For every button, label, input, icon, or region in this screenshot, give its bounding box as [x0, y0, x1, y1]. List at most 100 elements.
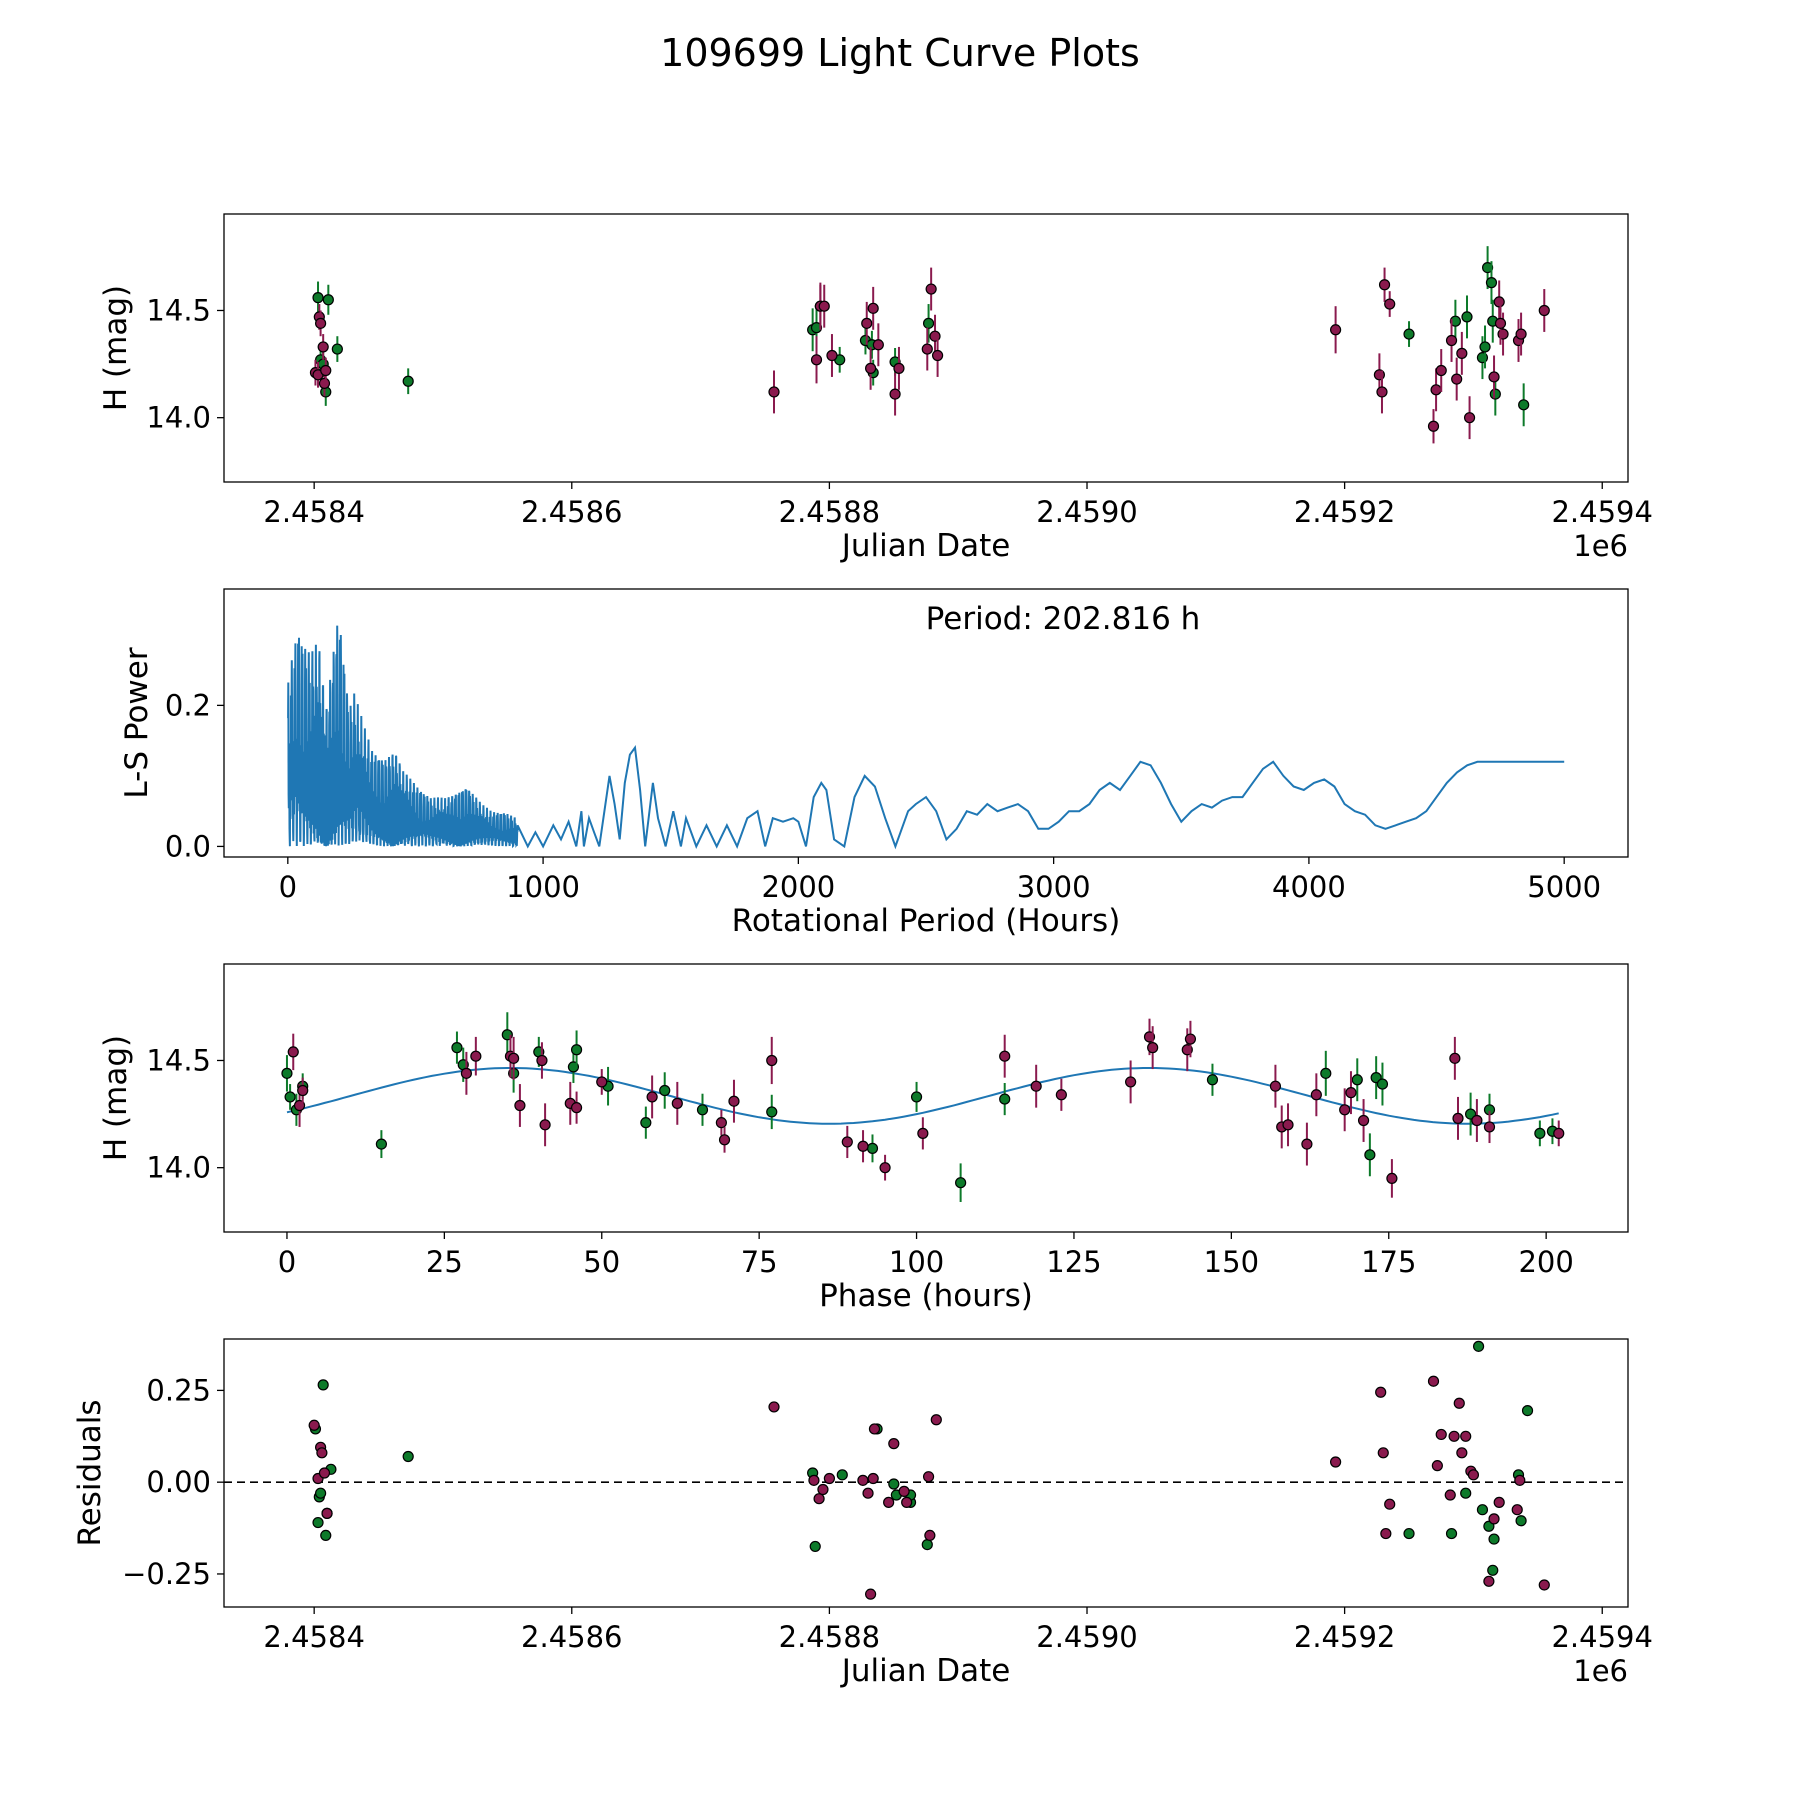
purple-point	[1030, 1080, 1042, 1092]
phase-fold-xlabel: Phase (hours)	[819, 1278, 1033, 1314]
green-point	[1472, 1340, 1485, 1352]
purple-point	[671, 1097, 683, 1109]
purple-point	[1494, 317, 1507, 329]
purple-point	[514, 1099, 526, 1112]
purple-point	[287, 1046, 299, 1058]
purple-point	[1301, 1138, 1313, 1150]
purple-point	[879, 1162, 891, 1174]
purple-point	[930, 1414, 942, 1426]
green-point	[1479, 341, 1491, 353]
purple-point	[925, 283, 937, 295]
purple-point	[999, 1050, 1011, 1062]
green-point	[1487, 1564, 1499, 1576]
purple-point	[1456, 347, 1468, 359]
purple-point	[865, 1588, 877, 1600]
x-tick-label: 2.4590	[1036, 1620, 1137, 1654]
purple-point	[1384, 298, 1396, 310]
light-curve-ticks: 2.4584 2.4586 2.4588 2.4590 2.4592 2.4594 14.0…	[146, 293, 1653, 529]
x-tick-label: 2.4594	[1551, 495, 1652, 529]
purple-point	[1493, 1496, 1505, 1508]
green-point	[284, 1091, 296, 1103]
purple-point	[508, 1052, 520, 1064]
green-point	[1518, 399, 1530, 411]
purple-point	[1467, 1469, 1480, 1481]
phase-fold-panel: 0 25 50 75 100 125 150 175 200 14.0 14.5 Phase (ho…	[98, 963, 1629, 1314]
purple-point	[315, 317, 327, 329]
phase-fold-ticks: 0 25 50 75 100 125 150 175 200 14.0 14.5	[146, 1043, 1573, 1279]
purple-point	[1386, 1172, 1398, 1185]
green-point	[1206, 1074, 1219, 1086]
green-point	[809, 1540, 821, 1553]
purple-point	[931, 349, 944, 362]
purple-point	[1451, 373, 1463, 385]
purple-point	[841, 1136, 853, 1148]
green-point	[888, 1478, 900, 1490]
green-point	[1534, 1127, 1546, 1139]
green-point	[922, 317, 935, 329]
green-point	[570, 1044, 583, 1056]
residuals-plot-area	[224, 1340, 1628, 1600]
purple-point	[823, 1472, 835, 1485]
light-curve-axes-frame	[223, 213, 1629, 483]
purple-point	[1435, 1428, 1447, 1441]
purple-point	[321, 1507, 333, 1519]
periodogram-xlabel: Rotational Period (Hours)	[732, 903, 1121, 939]
phase-fold-axes-frame	[223, 963, 1629, 1233]
residuals-axes-frame	[223, 1338, 1629, 1608]
purple-point	[1339, 1104, 1351, 1116]
purple-point	[1427, 1375, 1440, 1387]
x-tick-label: 2.4594	[1551, 1620, 1652, 1654]
purple-point	[867, 1472, 879, 1485]
purple-point	[1431, 1460, 1443, 1472]
purple-point	[1538, 304, 1550, 317]
green-point	[312, 292, 324, 304]
x-tick-label: 25	[426, 1245, 463, 1279]
green-point	[1445, 1527, 1458, 1540]
purple-point	[898, 1485, 910, 1497]
x-tick-label: 2.4584	[263, 1620, 364, 1654]
x-tick-label: 150	[1204, 1245, 1259, 1279]
green-point	[955, 1177, 967, 1189]
purple-point	[893, 362, 905, 374]
purple-point	[718, 1134, 731, 1146]
green-point	[1488, 1533, 1500, 1545]
purple-point	[318, 1467, 331, 1479]
periodogram-plot-area	[287, 625, 1565, 850]
green-point	[1461, 311, 1473, 323]
purple-point	[1125, 1076, 1137, 1088]
green-point	[312, 1516, 324, 1529]
purple-point	[810, 354, 823, 366]
light-curve-plot-area	[309, 246, 1550, 444]
purple-point	[883, 1496, 895, 1508]
purple-point	[460, 1067, 472, 1079]
light-curve-panel: 2.4584 2.4586 2.4588 2.4590 2.4592 2.4594 14.0…	[98, 213, 1653, 564]
x-tick-label: 100	[889, 1245, 944, 1279]
periodogram-ticks: 0 1000 2000 3000 4000 5000 0.0 0.2	[165, 688, 1601, 904]
green-point	[315, 1487, 327, 1499]
purple-point	[1357, 1114, 1370, 1127]
green-point	[999, 1093, 1011, 1105]
purple-point	[715, 1117, 727, 1129]
purple-point	[1511, 1504, 1523, 1516]
purple-point	[1453, 1397, 1465, 1409]
purple-point	[766, 1054, 778, 1067]
green-point	[1489, 388, 1501, 400]
periodogram-axes-frame	[223, 588, 1629, 858]
green-point	[281, 1067, 293, 1079]
purple-point	[1471, 1114, 1483, 1127]
green-point	[1515, 1515, 1527, 1527]
phase-fold-ylabel: H (mag)	[98, 1035, 134, 1161]
purple-point	[470, 1050, 482, 1062]
x-tick-label: 2.4586	[521, 495, 622, 529]
periodogram-curve	[287, 625, 1565, 850]
green-point	[375, 1138, 387, 1150]
purple-point	[317, 341, 329, 353]
residuals-xlabel: Julian Date	[840, 1653, 1011, 1689]
purple-point	[1483, 1575, 1495, 1587]
purple-point	[1384, 1498, 1396, 1510]
x-tick-label: 2.4584	[263, 495, 364, 529]
purple-point	[867, 302, 879, 314]
purple-point	[646, 1091, 658, 1103]
x-tick-label: 75	[741, 1245, 778, 1279]
x-tick-label: 200	[1518, 1245, 1573, 1279]
